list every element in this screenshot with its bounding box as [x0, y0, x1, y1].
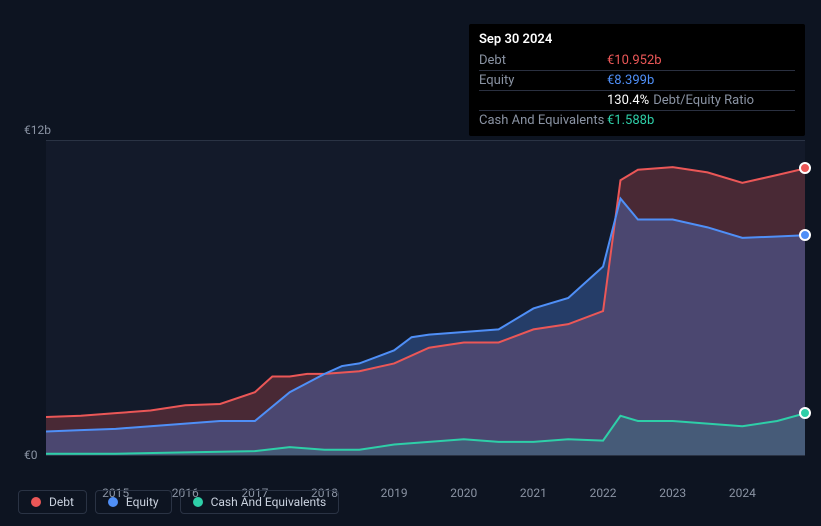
tooltip-row-label: Debt — [479, 53, 607, 68]
legend-item-equity[interactable]: Equity — [95, 490, 172, 514]
tooltip-row-label: Equity — [479, 73, 607, 88]
legend-item-debt[interactable]: Debt — [18, 490, 87, 514]
x-axis-label: 2022 — [590, 486, 617, 500]
legend-item-label: Debt — [49, 495, 74, 509]
x-axis-label: 2024 — [729, 486, 756, 500]
chart-plot[interactable] — [46, 140, 805, 456]
x-axis-label: 2021 — [520, 486, 547, 500]
x-axis-label: 2019 — [381, 486, 408, 500]
legend: Debt Equity Cash And Equivalents — [18, 490, 339, 514]
legend-dot-icon — [31, 497, 41, 507]
x-axis-label: 2020 — [450, 486, 477, 500]
tooltip-row: Debt€10.952b — [479, 51, 795, 70]
tooltip-row-value: €10.952b — [607, 53, 662, 68]
tooltip-row-suffix: Debt/Equity Ratio — [653, 93, 754, 108]
tooltip-date: Sep 30 2024 — [479, 30, 795, 51]
tooltip-row-value: €8.399b — [607, 73, 654, 88]
legend-item-cash[interactable]: Cash And Equivalents — [180, 490, 340, 514]
tooltip-row-label — [479, 93, 607, 108]
series-end-marker-equity — [799, 229, 811, 241]
legend-item-label: Cash And Equivalents — [211, 495, 327, 509]
y-axis-label-top: €12b — [24, 123, 51, 137]
legend-dot-icon — [108, 497, 118, 507]
series-end-marker-cash — [799, 407, 811, 419]
tooltip-row-value: 130.4% — [607, 93, 649, 108]
legend-item-label: Equity — [126, 495, 159, 509]
tooltip-row: 130.4% Debt/Equity Ratio — [479, 90, 795, 110]
tooltip-row: Equity€8.399b — [479, 70, 795, 90]
y-axis-label-bottom: €0 — [24, 448, 38, 462]
x-axis-label: 2023 — [659, 486, 686, 500]
legend-dot-icon — [193, 497, 203, 507]
series-end-marker-debt — [799, 162, 811, 174]
chart-area: €12b €0 20152016201720182019202020212022… — [18, 120, 805, 480]
chart-container: Sep 30 2024 Debt€10.952bEquity€8.399b130… — [0, 0, 821, 526]
